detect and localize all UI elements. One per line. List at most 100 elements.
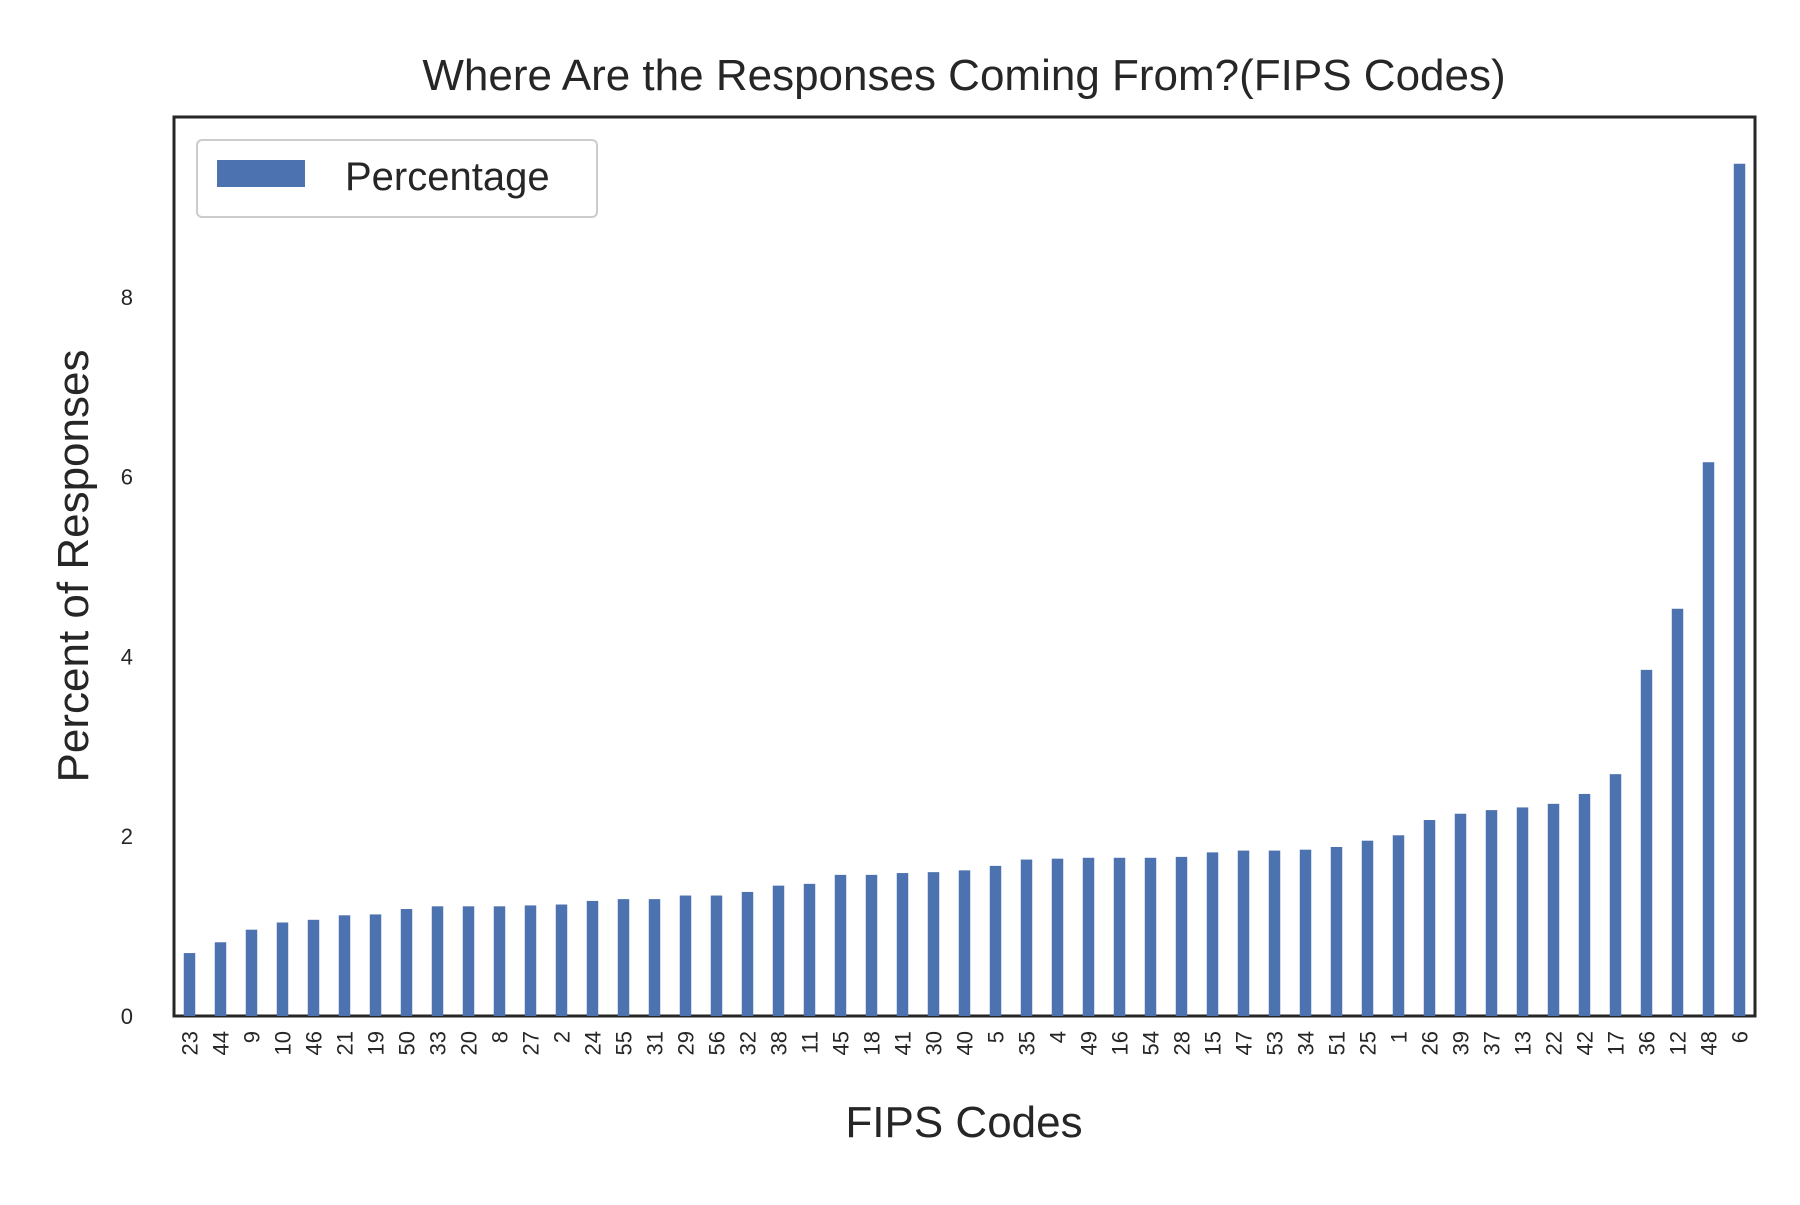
bar-36 [1640,669,1653,1016]
bar-41 [896,873,909,1016]
x-axis-ticks: 23 44 9 10 46 21 19 50 33 20 8 27 2 24 55 31 29 56 32 38 11 4… [178,1031,1753,1055]
bar-10 [276,922,289,1016]
x-tick-label: 48 [1697,1031,1722,1055]
x-tick-label: 44 [209,1031,234,1055]
chart-title: Where Are the Responses Coming From?(FIP… [422,51,1505,100]
bar-33 [431,906,444,1016]
bar-24 [586,900,599,1016]
x-tick-label: 16 [1108,1031,1133,1055]
bar-20 [462,906,475,1016]
x-tick-label: 29 [674,1031,699,1055]
bar-21 [338,915,351,1016]
x-tick-label: 47 [1232,1031,1257,1055]
bar-23 [183,953,196,1016]
bar-16 [1113,857,1126,1016]
bar-39 [1454,813,1467,1016]
x-tick-label: 50 [395,1031,420,1055]
x-tick-label: 37 [1480,1031,1505,1055]
x-tick-label: 19 [364,1031,389,1055]
bar-17 [1609,774,1622,1016]
legend: Percentage [196,139,598,218]
bar-22 [1547,803,1560,1016]
bar-56 [710,895,723,1016]
x-tick-label: 24 [581,1031,606,1055]
bar-30 [927,872,940,1016]
x-tick-label: 35 [1015,1031,1040,1055]
x-tick-label: 27 [519,1031,544,1055]
y-tick-label: 0 [121,1004,133,1029]
y-tick-label: 8 [121,285,133,310]
x-tick-label: 10 [271,1031,296,1055]
bar-13 [1516,807,1529,1016]
bar-29 [679,895,692,1016]
bar-11 [803,883,816,1016]
bar-49 [1082,857,1095,1016]
x-tick-label: 45 [829,1031,854,1055]
bar-5 [989,865,1002,1016]
bar-31 [648,899,661,1016]
bar-38 [772,885,785,1016]
bar-26 [1423,820,1436,1016]
bar-28 [1175,856,1188,1016]
bar-48 [1702,462,1715,1017]
x-tick-label: 34 [1294,1031,1319,1055]
x-tick-label: 36 [1635,1031,1660,1055]
x-tick-label: 11 [798,1031,823,1054]
x-tick-label: 30 [922,1031,947,1055]
bar-47 [1237,850,1250,1016]
x-tick-label: 8 [488,1031,513,1043]
x-tick-label: 1 [1387,1031,1412,1043]
x-tick-label: 51 [1325,1031,1350,1055]
bar-9 [245,929,258,1016]
legend-label: Percentage [345,155,550,199]
bar-12 [1671,608,1684,1016]
bar-2 [555,904,568,1016]
x-tick-label: 15 [1201,1031,1226,1055]
bar-32 [741,891,754,1016]
y-tick-label: 4 [121,644,133,669]
x-tick-label: 6 [1728,1031,1753,1043]
x-tick-label: 13 [1511,1031,1536,1055]
y-tick-label: 6 [121,465,133,490]
x-tick-label: 39 [1449,1031,1474,1055]
x-tick-label: 22 [1542,1031,1567,1055]
x-tick-label: 32 [736,1031,761,1055]
x-tick-label: 41 [891,1031,916,1055]
bar-8 [493,906,506,1016]
x-tick-label: 46 [302,1031,327,1055]
bar-18 [865,874,878,1016]
bar-35 [1020,859,1033,1016]
x-tick-label: 20 [457,1031,482,1055]
x-tick-label: 17 [1604,1031,1629,1055]
bar-1 [1392,835,1405,1016]
bar-42 [1578,793,1591,1016]
x-tick-label: 28 [1170,1031,1195,1055]
bar-45 [834,874,847,1016]
x-tick-label: 4 [1046,1031,1071,1043]
bar-40 [958,870,971,1016]
x-tick-label: 42 [1573,1031,1598,1055]
x-tick-label: 53 [1263,1031,1288,1055]
bar-50 [400,909,413,1016]
y-axis-label: Percent of Responses [49,350,98,783]
x-tick-label: 40 [953,1031,978,1055]
x-tick-label: 25 [1356,1031,1381,1055]
x-tick-label: 31 [643,1031,668,1055]
y-axis-ticks: 0 2 4 6 8 [121,285,133,1029]
x-tick-label: 18 [860,1031,885,1055]
bar-54 [1144,857,1157,1016]
x-tick-label: 49 [1077,1031,1102,1055]
bar-51 [1330,846,1343,1016]
bar-55 [617,899,630,1016]
bar-25 [1361,840,1374,1016]
bar-15 [1206,852,1219,1016]
bar-44 [214,942,227,1016]
bar-53 [1268,850,1281,1016]
bar-4 [1051,858,1064,1016]
x-tick-label: 23 [178,1031,203,1055]
bar-37 [1485,810,1498,1016]
x-tick-label: 21 [333,1031,358,1055]
x-tick-label: 33 [426,1031,451,1055]
x-axis-label: FIPS Codes [845,1098,1082,1147]
